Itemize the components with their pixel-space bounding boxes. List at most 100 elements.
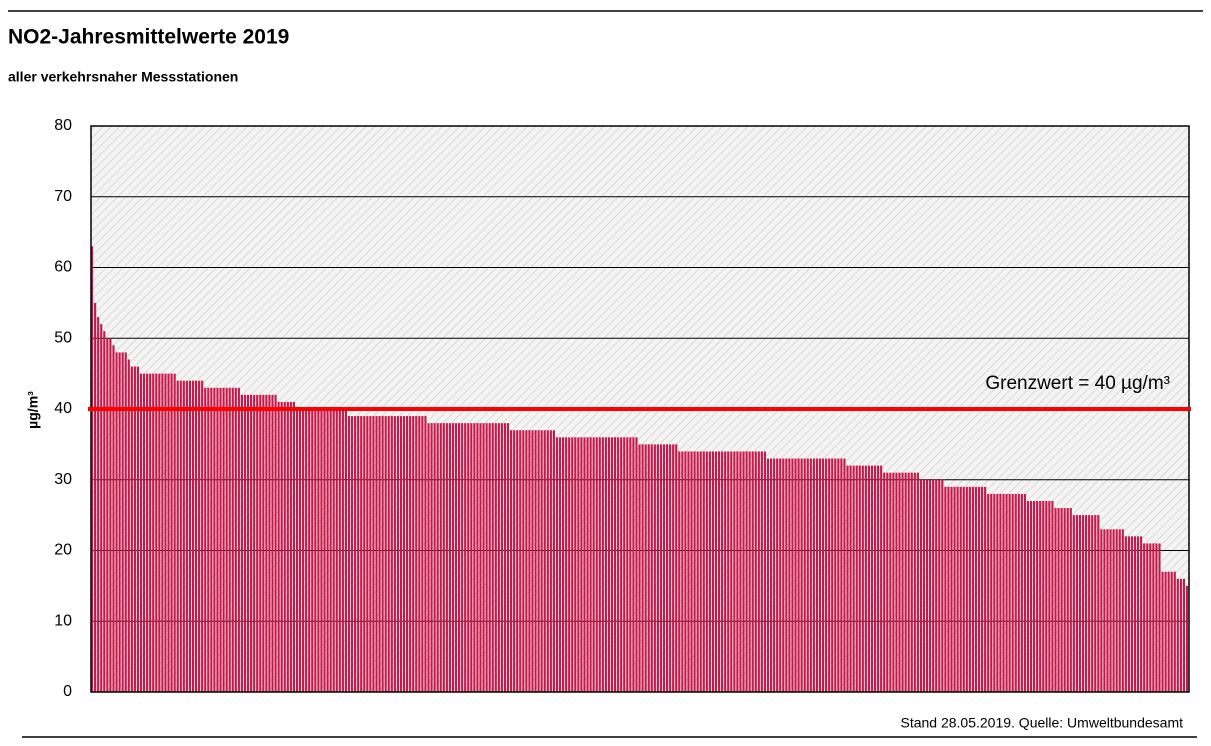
bar (1167, 571, 1170, 692)
bar (886, 472, 889, 692)
bar (1048, 500, 1051, 692)
bar (730, 451, 733, 692)
bar (91, 246, 94, 692)
bar (1106, 529, 1109, 692)
bar (757, 451, 760, 692)
bar (445, 423, 448, 692)
bar (338, 409, 341, 692)
bar (534, 430, 537, 692)
bar (546, 430, 549, 692)
bar (724, 451, 727, 692)
bar (170, 373, 173, 692)
bar (271, 394, 274, 692)
bar (191, 380, 195, 692)
bar (662, 444, 666, 692)
bar (763, 451, 767, 692)
bar (717, 451, 721, 692)
bar (488, 423, 491, 692)
bar (1060, 508, 1063, 692)
bar (580, 437, 583, 692)
bar (687, 451, 690, 692)
bar (745, 451, 748, 692)
chart-subtitle: aller verkehrsnaher Messstationen (8, 69, 238, 85)
bar (142, 373, 146, 692)
bar (204, 387, 207, 692)
bar (130, 366, 133, 692)
bar (409, 416, 412, 692)
bar (396, 416, 399, 692)
bar (1042, 500, 1045, 692)
bar (1118, 529, 1121, 692)
bar (577, 437, 580, 692)
bar (350, 416, 354, 692)
bar (1121, 529, 1124, 692)
bar (494, 423, 497, 692)
bar (234, 387, 237, 692)
bar (727, 451, 730, 692)
bar (555, 437, 559, 692)
bar (766, 458, 770, 692)
bar (176, 380, 179, 692)
bar (231, 387, 234, 692)
bar (1170, 571, 1173, 692)
bar (1176, 578, 1179, 692)
bar (953, 486, 956, 692)
bar (421, 416, 424, 692)
bar (809, 458, 812, 692)
bar (228, 387, 231, 692)
bar (837, 458, 840, 692)
bar (393, 416, 396, 692)
bar (372, 416, 375, 692)
bar (977, 486, 981, 692)
bar (1066, 508, 1069, 692)
bar (1091, 515, 1094, 692)
bar (354, 416, 357, 692)
bar (522, 430, 525, 692)
bar (913, 472, 916, 692)
bar (298, 409, 302, 692)
y-tick-label: 0 (63, 683, 72, 700)
bar (852, 465, 855, 692)
bar (124, 352, 127, 692)
bar (721, 451, 724, 692)
bar (448, 423, 451, 692)
bar (479, 423, 482, 692)
bar (1088, 515, 1091, 692)
bar (152, 373, 155, 692)
bar (1078, 515, 1082, 692)
bar (614, 437, 617, 692)
bar (1133, 536, 1137, 692)
bar (516, 430, 519, 692)
bar (250, 394, 253, 692)
bar (1023, 493, 1026, 692)
bar (834, 458, 837, 692)
bar (497, 423, 500, 692)
bar (173, 373, 176, 692)
bar (1146, 543, 1149, 692)
bar (1164, 571, 1167, 692)
bar (1033, 500, 1036, 692)
bar (935, 479, 938, 692)
bar (482, 423, 485, 692)
y-axis-label: µg/m³ (25, 391, 41, 429)
bar (818, 458, 822, 692)
bar (1109, 529, 1112, 692)
bar (427, 423, 430, 692)
bar (773, 458, 776, 692)
bar (240, 394, 244, 692)
bar (760, 451, 763, 692)
bar (1173, 571, 1176, 692)
bar (849, 465, 852, 692)
bar (1020, 493, 1023, 692)
bar (598, 437, 601, 692)
y-tick-label: 10 (54, 612, 72, 629)
bar (1097, 515, 1100, 692)
bar (779, 458, 782, 692)
bar (659, 444, 663, 692)
bar (1057, 508, 1060, 692)
bar (990, 493, 993, 692)
bar (485, 423, 488, 692)
bar (714, 451, 718, 692)
bar (562, 437, 565, 692)
bar (402, 416, 406, 692)
